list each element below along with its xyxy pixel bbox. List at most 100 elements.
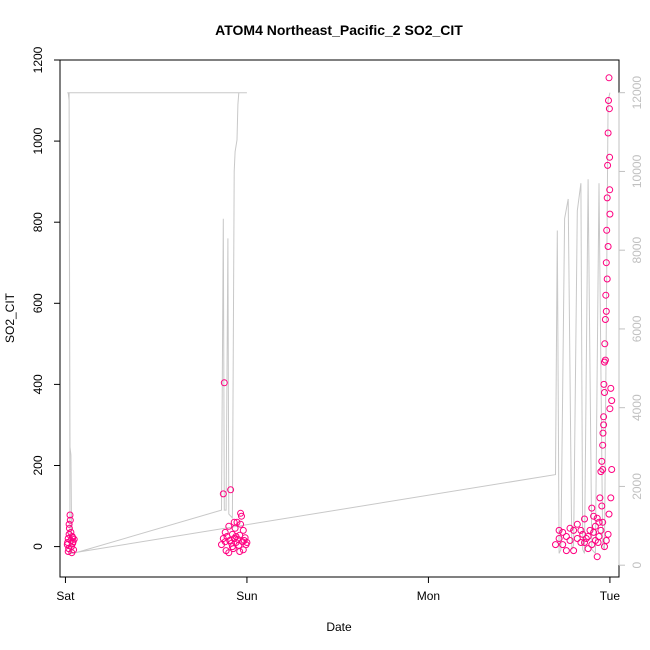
data-point bbox=[602, 537, 610, 544]
data-point bbox=[590, 512, 598, 520]
data-point bbox=[604, 129, 612, 137]
data-point bbox=[601, 543, 608, 551]
right-y-tick-label: 2000 bbox=[630, 473, 644, 500]
data-point bbox=[559, 528, 567, 536]
data-point bbox=[573, 535, 581, 542]
y-tick-label: 1000 bbox=[31, 127, 45, 154]
right-y-tick-label: 12000 bbox=[630, 76, 644, 110]
x-axis-label: Date bbox=[326, 620, 352, 634]
data-point bbox=[66, 516, 74, 524]
data-point bbox=[577, 526, 585, 534]
x-axis: Sat Sun Mon Tue bbox=[56, 576, 621, 603]
data-point bbox=[584, 533, 592, 540]
data-point bbox=[230, 518, 238, 526]
y-tick-label: 800 bbox=[31, 212, 45, 232]
data-point bbox=[237, 520, 245, 528]
data-point bbox=[65, 524, 73, 532]
data-point bbox=[228, 530, 236, 538]
data-point bbox=[64, 548, 72, 555]
data-point bbox=[66, 511, 74, 519]
data-point bbox=[233, 518, 241, 526]
right-y-tick-label: 6000 bbox=[630, 315, 644, 342]
data-point bbox=[225, 522, 233, 530]
data-point bbox=[599, 518, 607, 526]
data-point bbox=[608, 397, 616, 405]
data-point bbox=[236, 548, 244, 555]
data-point bbox=[221, 528, 229, 536]
y-tick-label: 0 bbox=[31, 543, 45, 550]
data-point bbox=[65, 520, 73, 528]
data-point bbox=[600, 380, 608, 388]
plot-frame bbox=[59, 59, 620, 578]
data-point bbox=[225, 549, 233, 557]
data-point bbox=[566, 524, 574, 532]
right-y-tick-label: 0 bbox=[630, 562, 644, 569]
data-point bbox=[604, 161, 612, 169]
data-point bbox=[238, 512, 245, 520]
data-point bbox=[239, 526, 247, 534]
y-axis-label: SO2_CIT bbox=[3, 292, 17, 343]
data-point bbox=[69, 534, 77, 542]
data-point bbox=[581, 539, 588, 546]
data-point bbox=[570, 547, 578, 555]
right-y-axis: 0 2000 4000 6000 8000 10000 12000 bbox=[618, 76, 644, 569]
right-y-tick-label: 10000 bbox=[630, 154, 644, 188]
x-tick-label: Tue bbox=[600, 589, 621, 603]
data-point bbox=[562, 547, 570, 555]
data-point bbox=[604, 530, 612, 538]
data-point bbox=[570, 526, 578, 534]
altitude-line bbox=[67, 92, 611, 555]
data-point bbox=[601, 389, 608, 396]
data-point bbox=[241, 534, 249, 542]
data-point bbox=[228, 543, 236, 551]
data-point bbox=[601, 356, 609, 364]
data-point bbox=[606, 153, 614, 161]
data-point bbox=[605, 105, 613, 113]
x-tick-label: Sun bbox=[236, 589, 257, 603]
data-point bbox=[232, 533, 240, 540]
data-point bbox=[598, 502, 606, 510]
data-point bbox=[588, 541, 596, 549]
data-point bbox=[607, 494, 615, 502]
y-tick-label: 600 bbox=[31, 293, 45, 313]
data-point bbox=[607, 384, 615, 392]
y-tick-label: 200 bbox=[31, 455, 45, 475]
data-point bbox=[603, 275, 611, 283]
points-layer bbox=[63, 74, 616, 561]
x-tick-label: Sat bbox=[56, 589, 75, 603]
data-point bbox=[593, 514, 601, 522]
y-tick-label: 1200 bbox=[31, 46, 45, 73]
x-tick-label: Mon bbox=[417, 589, 440, 603]
data-point bbox=[573, 520, 581, 528]
data-point bbox=[591, 522, 599, 530]
data-point bbox=[599, 466, 607, 473]
data-point bbox=[601, 316, 609, 323]
y-axis: 0 200 400 600 800 1000 1200 bbox=[31, 46, 61, 550]
data-point bbox=[595, 533, 603, 540]
data-point bbox=[593, 553, 601, 561]
data-point bbox=[577, 539, 585, 546]
data-point bbox=[606, 186, 614, 194]
data-point bbox=[603, 194, 611, 202]
data-point bbox=[599, 429, 607, 437]
right-y-tick-label: 4000 bbox=[630, 394, 644, 421]
data-point bbox=[605, 74, 613, 82]
data-point bbox=[600, 413, 608, 421]
data-point bbox=[603, 226, 611, 234]
data-point bbox=[602, 291, 610, 299]
chart-title: ATOM4 Northeast_Pacific_2 SO2_CIT bbox=[215, 22, 463, 38]
data-point bbox=[606, 405, 614, 413]
data-point bbox=[237, 509, 245, 517]
data-point bbox=[605, 510, 613, 518]
data-point bbox=[243, 539, 251, 546]
data-point bbox=[227, 486, 235, 494]
data-point bbox=[608, 466, 616, 473]
data-point bbox=[606, 210, 614, 218]
right-y-tick-label: 8000 bbox=[630, 237, 644, 264]
data-point bbox=[555, 526, 563, 534]
data-point bbox=[605, 97, 612, 104]
data-point bbox=[602, 259, 610, 267]
data-point bbox=[559, 541, 567, 549]
data-point bbox=[586, 526, 594, 534]
